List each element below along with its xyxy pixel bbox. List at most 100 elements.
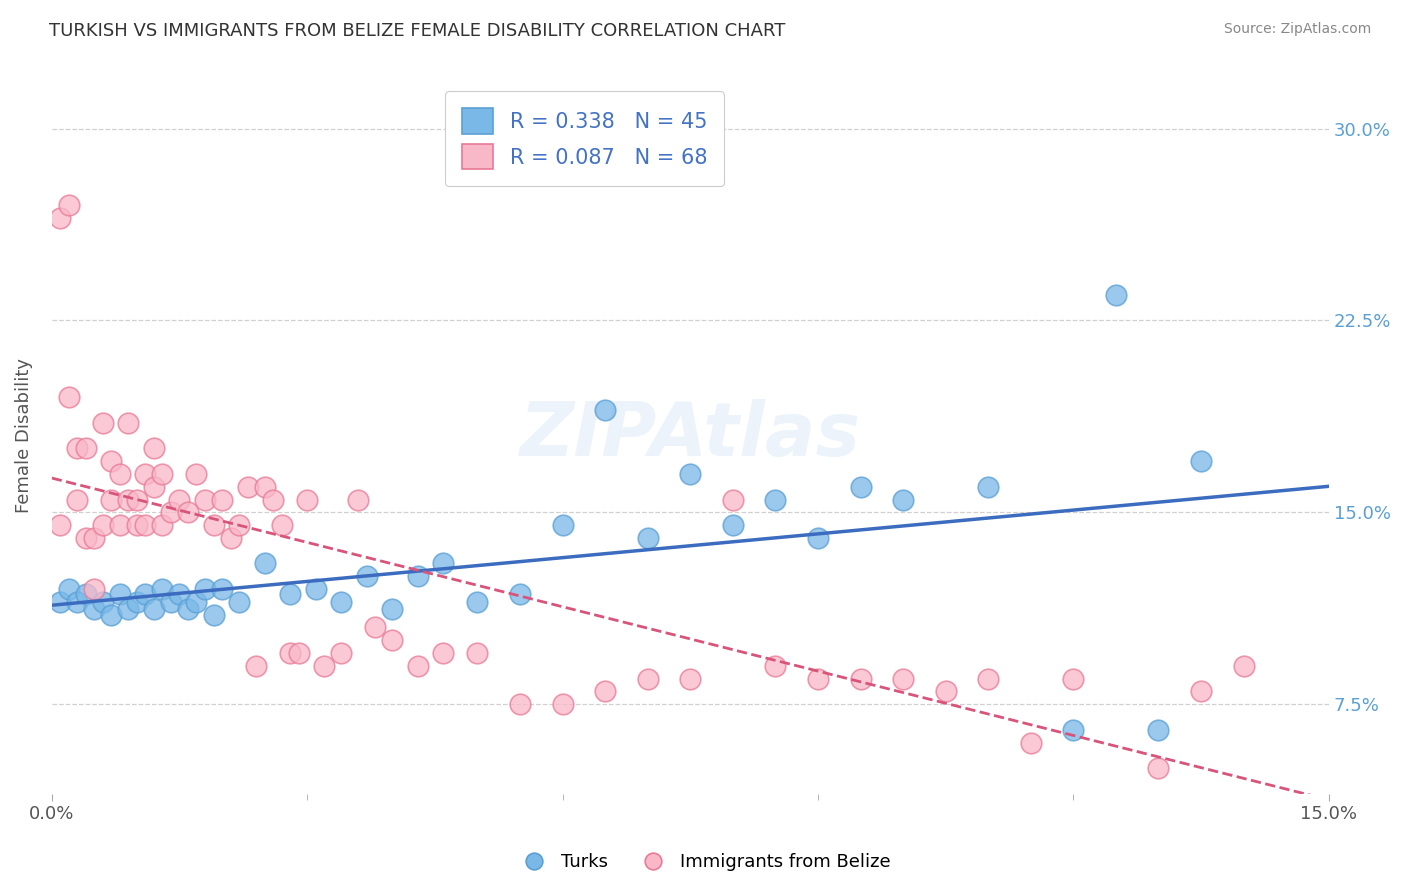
Point [509, 587, 531, 601]
Point [83, 582, 105, 596]
Point [763, 658, 786, 673]
Point [432, 557, 454, 571]
Point [142, 480, 165, 494]
Point [679, 467, 702, 481]
Point [270, 518, 292, 533]
Legend: Turks, Immigrants from Belize: Turks, Immigrants from Belize [509, 847, 897, 879]
Point [1233, 658, 1256, 673]
Point [278, 646, 301, 660]
Point [177, 602, 200, 616]
Point [1147, 723, 1170, 737]
Point [108, 467, 131, 481]
Point [211, 582, 233, 596]
Point [432, 646, 454, 660]
Text: Source: ZipAtlas.com: Source: ZipAtlas.com [1223, 22, 1371, 37]
Point [100, 607, 122, 622]
Point [125, 518, 148, 533]
Point [287, 646, 309, 660]
Point [100, 454, 122, 468]
Point [305, 582, 328, 596]
Point [1062, 723, 1084, 737]
Point [58, 198, 80, 212]
Point [91, 595, 114, 609]
Point [83, 602, 105, 616]
Point [186, 467, 208, 481]
Point [637, 672, 659, 686]
Point [142, 442, 165, 456]
Point [891, 492, 914, 507]
Point [236, 480, 259, 494]
Point [49, 518, 72, 533]
Point [253, 557, 276, 571]
Point [278, 587, 301, 601]
Point [108, 518, 131, 533]
Point [381, 633, 404, 648]
Point [245, 658, 267, 673]
Legend: R = 0.338   N = 45, R = 0.087   N = 68: R = 0.338 N = 45, R = 0.087 N = 68 [446, 92, 724, 186]
Point [152, 582, 174, 596]
Point [295, 492, 318, 507]
Point [262, 492, 284, 507]
Point [75, 531, 97, 545]
Point [977, 672, 1000, 686]
Point [202, 607, 225, 622]
Point [66, 492, 89, 507]
Point [253, 480, 276, 494]
Point [125, 492, 148, 507]
Point [160, 505, 183, 519]
Point [406, 569, 429, 583]
Point [194, 582, 217, 596]
Point [849, 480, 872, 494]
Point [211, 492, 233, 507]
Point [134, 518, 156, 533]
Point [66, 442, 89, 456]
Point [228, 518, 250, 533]
Point [49, 211, 72, 226]
Point [347, 492, 370, 507]
Point [1189, 454, 1212, 468]
Point [314, 658, 336, 673]
Point [977, 480, 1000, 494]
Point [763, 492, 786, 507]
Point [117, 492, 139, 507]
Point [177, 505, 200, 519]
Point [381, 602, 404, 616]
Point [330, 595, 353, 609]
Point [75, 442, 97, 456]
Point [467, 646, 489, 660]
Point [891, 672, 914, 686]
Point [406, 658, 429, 673]
Point [202, 518, 225, 533]
Point [330, 646, 353, 660]
Point [75, 587, 97, 601]
Point [186, 595, 208, 609]
Point [551, 697, 574, 711]
Point [219, 531, 242, 545]
Point [125, 595, 148, 609]
Point [849, 672, 872, 686]
Point [228, 595, 250, 609]
Point [169, 587, 191, 601]
Point [509, 697, 531, 711]
Point [91, 416, 114, 430]
Point [194, 492, 217, 507]
Point [356, 569, 378, 583]
Point [58, 582, 80, 596]
Point [117, 602, 139, 616]
Point [169, 492, 191, 507]
Point [49, 595, 72, 609]
Point [134, 587, 156, 601]
Point [364, 620, 387, 634]
Point [1105, 288, 1128, 302]
Point [679, 672, 702, 686]
Point [152, 518, 174, 533]
Point [91, 518, 114, 533]
Y-axis label: Female Disability: Female Disability [15, 358, 32, 513]
Point [160, 595, 183, 609]
Point [134, 467, 156, 481]
Point [807, 672, 830, 686]
Point [593, 403, 616, 417]
Point [142, 602, 165, 616]
Point [1019, 735, 1042, 749]
Point [117, 416, 139, 430]
